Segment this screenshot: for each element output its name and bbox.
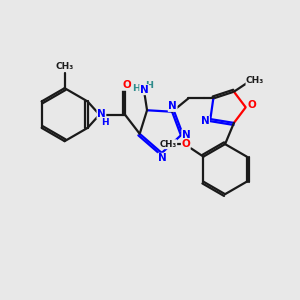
- Text: N: N: [182, 130, 190, 140]
- Text: O: O: [182, 139, 190, 149]
- Text: N: N: [168, 101, 177, 111]
- Text: H: H: [146, 81, 153, 90]
- Text: N: N: [201, 116, 209, 126]
- Text: H: H: [101, 118, 109, 127]
- Text: O: O: [247, 100, 256, 110]
- Text: O: O: [122, 80, 131, 90]
- Text: N: N: [158, 153, 167, 163]
- Text: CH₃: CH₃: [56, 62, 74, 71]
- Text: CH₃: CH₃: [160, 140, 177, 149]
- Text: N: N: [97, 109, 106, 119]
- Text: N: N: [140, 85, 148, 94]
- Text: CH₃: CH₃: [246, 76, 264, 85]
- Text: H: H: [132, 84, 140, 93]
